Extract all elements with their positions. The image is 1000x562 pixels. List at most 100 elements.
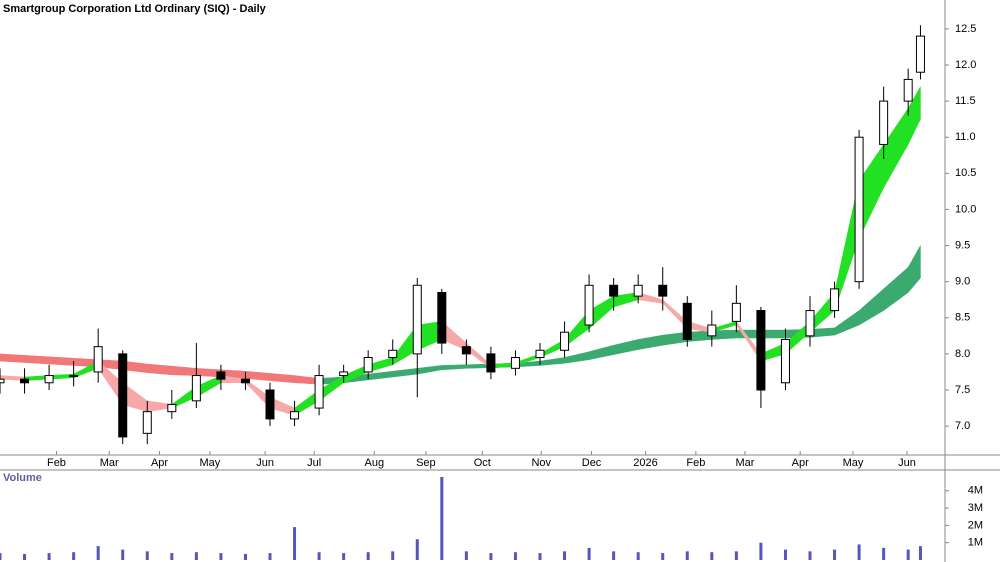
volume-bar xyxy=(219,553,223,560)
y-tick-label: 7.5 xyxy=(955,384,970,396)
candle-body xyxy=(609,284,619,297)
volume-bar xyxy=(563,551,567,560)
volume-bar xyxy=(513,552,517,560)
candle-body xyxy=(879,100,889,145)
volume-bar xyxy=(882,547,886,560)
candle-body xyxy=(240,378,250,384)
candle-body xyxy=(584,284,594,326)
candle-body xyxy=(437,292,447,344)
candle-body xyxy=(731,302,741,322)
volume-bar xyxy=(121,549,125,560)
candle-body xyxy=(314,375,324,409)
candle-body xyxy=(707,324,717,337)
ribbon-segment xyxy=(147,363,173,376)
volume-bar xyxy=(170,553,174,560)
candle-body xyxy=(510,357,520,369)
volume-bar xyxy=(96,546,100,560)
candle-body xyxy=(363,357,373,373)
volume-bar xyxy=(194,552,198,560)
x-tick-label: Sep xyxy=(416,457,436,469)
candle-body xyxy=(756,310,766,391)
chart-title: Smartgroup Corporation Ltd Ordinary (SIQ… xyxy=(3,3,267,15)
volume-bar xyxy=(0,553,2,560)
y-tick-label: 9.5 xyxy=(955,239,970,251)
volume-bar xyxy=(710,552,714,560)
y-tick-label: 8.5 xyxy=(955,312,970,324)
candle-body xyxy=(339,371,349,377)
x-tick-label: Jun xyxy=(898,457,916,469)
volume-bar xyxy=(268,553,272,560)
candle-body xyxy=(830,288,840,312)
candle-body xyxy=(167,403,177,413)
candle-body xyxy=(805,310,815,337)
candle-body xyxy=(535,349,545,358)
volume-bar xyxy=(145,551,149,560)
volume-bar xyxy=(612,551,616,560)
y-tick-label: 4M xyxy=(968,485,983,497)
candle-body xyxy=(658,284,668,297)
candle-body xyxy=(20,378,30,384)
y-tick-label: 11.5 xyxy=(955,95,976,107)
x-tick-label: Apr xyxy=(151,457,168,469)
volume-bar xyxy=(464,551,468,560)
ribbon-segment xyxy=(907,85,921,145)
x-tick-label: Aug xyxy=(365,457,385,469)
volume-bar xyxy=(440,476,444,560)
x-tick-label: Apr xyxy=(792,457,809,469)
volume-bar xyxy=(538,553,542,560)
x-tick-label: Mar xyxy=(735,457,754,469)
x-tick-label: Oct xyxy=(474,457,491,469)
x-tick-label: Nov xyxy=(531,457,551,469)
ribbon-segment xyxy=(907,244,921,294)
volume-bar xyxy=(72,552,76,560)
volume-bar xyxy=(906,549,910,560)
y-tick-label: 8.0 xyxy=(955,348,970,360)
candle-body xyxy=(44,375,54,384)
y-tick-label: 3M xyxy=(968,502,983,514)
x-tick-label: May xyxy=(199,457,220,469)
candle-body xyxy=(915,35,925,73)
volume-bar xyxy=(833,549,837,560)
candle-body xyxy=(560,331,570,351)
volume-bar xyxy=(636,552,640,560)
ribbon-segment xyxy=(24,355,50,365)
ribbon-segment xyxy=(48,356,74,366)
x-tick-label: Mar xyxy=(100,457,119,469)
y-tick-label: 10.0 xyxy=(955,203,976,215)
candle-body xyxy=(142,411,152,434)
volume-bar xyxy=(293,527,297,560)
x-tick-label: Jun xyxy=(256,457,274,469)
candle-body xyxy=(191,375,201,402)
candle-body xyxy=(412,284,422,355)
volume-bar xyxy=(366,552,370,560)
volume-bar xyxy=(23,553,27,560)
x-tick-label: Jul xyxy=(307,457,321,469)
volume-bar xyxy=(391,551,395,560)
volume-bar xyxy=(415,539,419,560)
candle-body xyxy=(69,375,79,378)
y-tick-label: 7.0 xyxy=(955,420,970,432)
y-tick-label: 9.0 xyxy=(955,276,970,288)
candle-body xyxy=(633,284,643,297)
y-tick-label: 12.0 xyxy=(955,59,976,71)
y-tick-label: 11.0 xyxy=(955,131,976,143)
candle-body xyxy=(265,389,275,420)
volume-bar xyxy=(808,551,812,560)
candle-body xyxy=(0,378,5,384)
volume-bar xyxy=(587,547,591,560)
y-tick-label: 2M xyxy=(968,519,983,531)
x-tick-label: Dec xyxy=(582,457,602,469)
y-tick-label: 12.5 xyxy=(955,23,976,35)
candle-body xyxy=(854,136,864,283)
y-tick-label: 1M xyxy=(968,537,983,549)
candle-body xyxy=(93,346,103,373)
ribbon-segment xyxy=(0,353,25,363)
candle-body xyxy=(118,353,128,438)
y-tick-label: 10.5 xyxy=(955,167,976,179)
volume-bar xyxy=(857,544,861,560)
volume-bar xyxy=(783,549,787,560)
candle-body xyxy=(216,371,226,380)
volume-bar xyxy=(489,553,493,560)
